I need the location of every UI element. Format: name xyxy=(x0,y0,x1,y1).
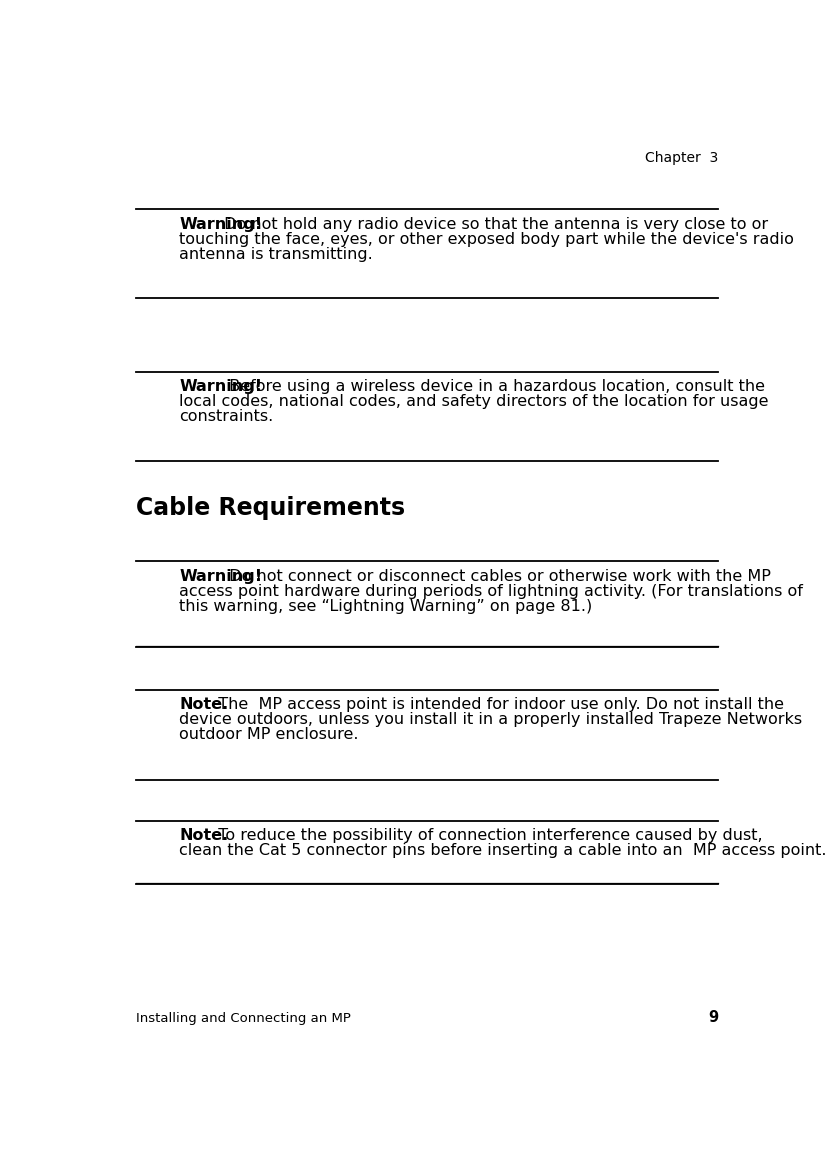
Text: To reduce the possibility of connection interference caused by dust,: To reduce the possibility of connection … xyxy=(208,829,762,844)
Text: Note.: Note. xyxy=(179,829,229,844)
Text: Note.: Note. xyxy=(179,698,229,713)
Text: device outdoors, unless you install it in a properly installed Trapeze Networks: device outdoors, unless you install it i… xyxy=(179,713,802,728)
Text: local codes, national codes, and safety directors of the location for usage: local codes, national codes, and safety … xyxy=(179,394,769,409)
Text: outdoor MP enclosure.: outdoor MP enclosure. xyxy=(179,728,358,743)
Text: constraints.: constraints. xyxy=(179,409,273,424)
Text: The  MP access point is intended for indoor use only. Do not install the: The MP access point is intended for indo… xyxy=(208,698,784,713)
Text: antenna is transmitting.: antenna is transmitting. xyxy=(179,247,373,262)
Text: Do not hold any radio device so that the antenna is very close to or: Do not hold any radio device so that the… xyxy=(219,217,769,232)
Text: this warning, see “Lightning Warning” on page 81.): this warning, see “Lightning Warning” on… xyxy=(179,599,593,614)
Text: access point hardware during periods of lightning activity. (For translations of: access point hardware during periods of … xyxy=(179,584,803,599)
Text: Warning!: Warning! xyxy=(179,569,262,584)
Text: Do not connect or disconnect cables or otherwise work with the MP: Do not connect or disconnect cables or o… xyxy=(219,569,771,584)
Text: clean the Cat 5 connector pins before inserting a cable into an  MP access point: clean the Cat 5 connector pins before in… xyxy=(179,844,827,859)
Text: Before using a wireless device in a hazardous location, consult the: Before using a wireless device in a haza… xyxy=(219,379,765,394)
Text: Chapter  3: Chapter 3 xyxy=(645,152,719,166)
Text: 9: 9 xyxy=(708,1009,719,1025)
Text: Cable Requirements: Cable Requirements xyxy=(136,496,406,519)
Text: Warning!: Warning! xyxy=(179,379,262,394)
Text: Warning!: Warning! xyxy=(179,217,262,232)
Text: Installing and Connecting an MP: Installing and Connecting an MP xyxy=(136,1012,352,1025)
Text: touching the face, eyes, or other exposed body part while the device's radio: touching the face, eyes, or other expose… xyxy=(179,232,794,247)
